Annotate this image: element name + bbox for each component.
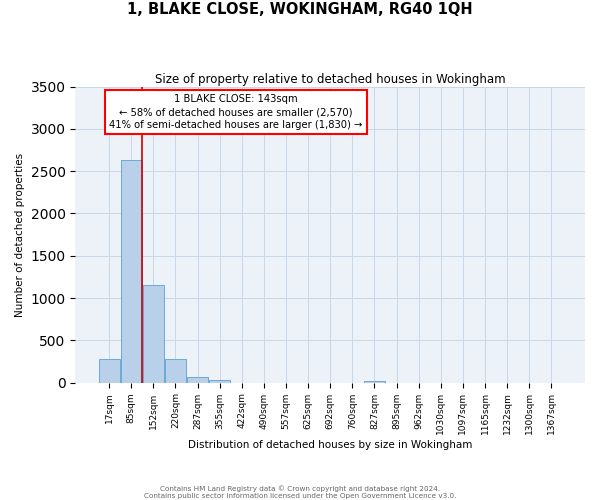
Bar bbox=[187, 376, 208, 382]
Text: 1, BLAKE CLOSE, WOKINGHAM, RG40 1QH: 1, BLAKE CLOSE, WOKINGHAM, RG40 1QH bbox=[127, 2, 473, 18]
Y-axis label: Number of detached properties: Number of detached properties bbox=[15, 152, 25, 316]
Bar bbox=[121, 160, 142, 382]
Bar bbox=[98, 359, 119, 382]
Bar bbox=[209, 380, 230, 382]
Bar bbox=[364, 381, 385, 382]
Text: 1 BLAKE CLOSE: 143sqm
← 58% of detached houses are smaller (2,570)
41% of semi-d: 1 BLAKE CLOSE: 143sqm ← 58% of detached … bbox=[109, 94, 362, 130]
Title: Size of property relative to detached houses in Wokingham: Size of property relative to detached ho… bbox=[155, 72, 506, 86]
X-axis label: Distribution of detached houses by size in Wokingham: Distribution of detached houses by size … bbox=[188, 440, 472, 450]
Bar bbox=[143, 286, 164, 382]
Text: Contains HM Land Registry data © Crown copyright and database right 2024.
Contai: Contains HM Land Registry data © Crown c… bbox=[144, 486, 456, 499]
Bar bbox=[165, 359, 186, 382]
